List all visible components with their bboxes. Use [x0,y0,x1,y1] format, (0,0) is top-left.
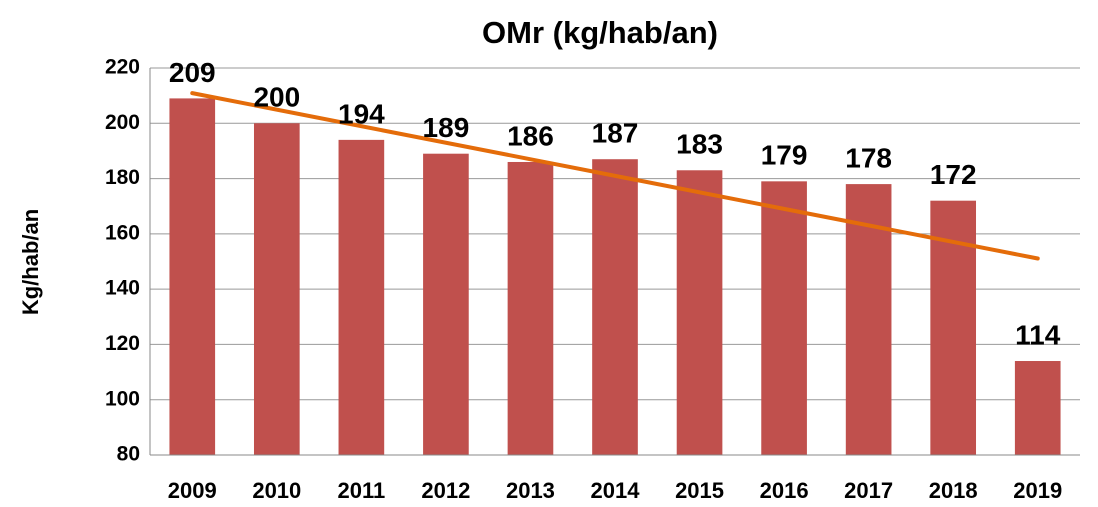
data-label: 178 [845,142,892,173]
x-tick-label: 2016 [760,478,809,503]
bar [423,153,469,455]
x-tick-label: 2012 [421,478,470,503]
x-tick-label: 2018 [929,478,978,503]
data-label: 172 [930,159,977,190]
x-tick-label: 2015 [675,478,724,503]
bar [1014,361,1061,455]
bar [169,98,216,456]
y-tick-label: 80 [117,443,140,466]
x-tick-label: 2014 [591,478,641,503]
bar [761,181,807,456]
x-tick-label: 2017 [844,478,893,503]
bar [253,123,300,456]
data-label: 194 [338,98,385,129]
data-label: 209 [169,57,216,88]
bar [592,159,638,455]
x-tick-label: 2009 [168,478,217,503]
data-label: 186 [507,120,554,151]
data-label: 183 [676,129,723,160]
y-tick-label: 200 [105,111,140,134]
bar [338,139,385,455]
y-tick-label: 220 [105,56,140,79]
bar [507,161,554,455]
x-tick-label: 2019 [1013,478,1062,503]
data-label: 187 [592,118,639,149]
y-tick-label: 100 [105,387,140,410]
chart-title: OMr (kg/hab/an) [482,15,718,50]
y-axis-label: Kg/hab/an [18,209,43,315]
x-tick-label: 2013 [506,478,555,503]
data-label: 200 [253,82,300,113]
y-tick-label: 140 [105,277,140,300]
data-label: 189 [423,112,470,143]
y-tick-label: 180 [105,166,140,189]
trendline [190,91,1040,261]
data-label: 179 [761,140,808,171]
y-tick-label: 120 [105,332,140,355]
bar [676,170,723,455]
data-label: 114 [1015,319,1061,350]
x-tick-label: 2011 [337,478,385,503]
y-tick-label: 160 [105,221,140,244]
x-tick-label: 2010 [252,478,301,503]
